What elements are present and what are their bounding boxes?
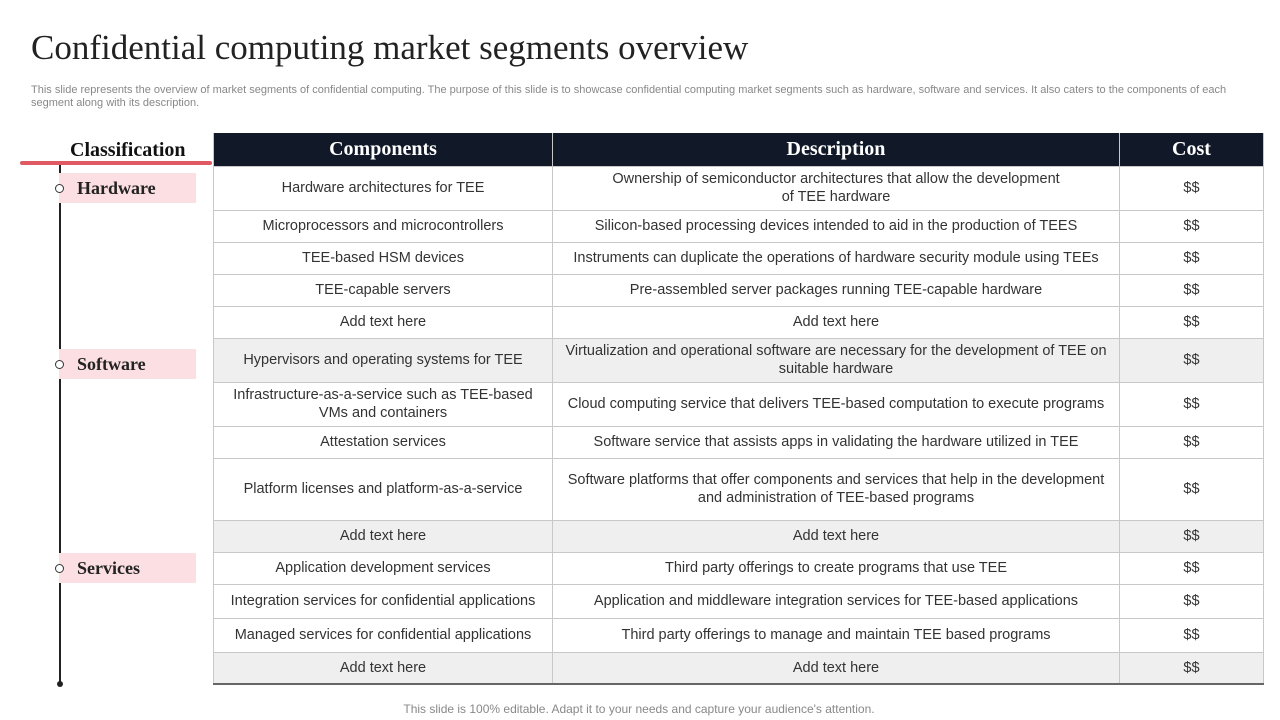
- description-cell: Add text here: [552, 651, 1120, 685]
- cost-cell: $$: [1119, 273, 1264, 307]
- timeline-line: [59, 165, 61, 684]
- component-cell: Microprocessors and microcontrollers: [213, 209, 553, 243]
- table-row: Add text here Add text here $$: [213, 305, 1264, 339]
- table-row: Infrastructure-as-a-service such as TEE-…: [213, 381, 1264, 427]
- table-row: Microprocessors and microcontrollers Sil…: [213, 209, 1264, 243]
- header-components: Components: [213, 133, 553, 167]
- timeline-end-dot: [57, 681, 63, 687]
- component-cell: Infrastructure-as-a-service such as TEE-…: [213, 381, 553, 427]
- table-row: TEE-capable servers Pre-assembled server…: [213, 273, 1264, 307]
- table-row: Add text here Add text here $$: [213, 519, 1264, 553]
- table-row: Hypervisors and operating systems for TE…: [213, 337, 1264, 383]
- description-cell: Cloud computing service that delivers TE…: [552, 381, 1120, 427]
- table-row: Integration services for confidential ap…: [213, 583, 1264, 619]
- component-cell: Add text here: [213, 305, 553, 339]
- cost-cell: $$: [1119, 651, 1264, 685]
- category-services: Services: [59, 553, 196, 583]
- cost-cell: $$: [1119, 457, 1264, 521]
- table-row: Add text here Add text here $$: [213, 651, 1264, 685]
- cost-cell: $$: [1119, 617, 1264, 653]
- footer-note: This slide is 100% editable. Adapt it to…: [403, 702, 875, 716]
- header-description: Description: [552, 133, 1120, 167]
- description-cell: Third party offerings to create programs…: [552, 551, 1120, 585]
- description-cell: Instruments can duplicate the operations…: [552, 241, 1120, 275]
- table-row: Managed services for confidential applic…: [213, 617, 1264, 653]
- description-cell: Software platforms that offer components…: [552, 457, 1120, 521]
- description-cell: Third party offerings to manage and main…: [552, 617, 1120, 653]
- table-header-row: Components Description Cost: [213, 133, 1264, 167]
- component-cell: Add text here: [213, 651, 553, 685]
- description-cell: Pre-assembled server packages running TE…: [552, 273, 1120, 307]
- cost-cell: $$: [1119, 337, 1264, 383]
- table-row: Hardware architectures for TEE Ownership…: [213, 165, 1264, 211]
- table-row: Attestation services Software service th…: [213, 425, 1264, 459]
- category-services-dot: [55, 564, 64, 573]
- description-cell: Application and middleware integration s…: [552, 583, 1120, 619]
- category-hardware: Hardware: [59, 173, 196, 203]
- component-cell: Application development services: [213, 551, 553, 585]
- category-software: Software: [59, 349, 196, 379]
- description-cell: Virtualization and operational software …: [552, 337, 1120, 383]
- cost-cell: $$: [1119, 583, 1264, 619]
- component-cell: TEE-based HSM devices: [213, 241, 553, 275]
- category-hardware-dot: [55, 184, 64, 193]
- component-cell: TEE-capable servers: [213, 273, 553, 307]
- cost-cell: $$: [1119, 305, 1264, 339]
- component-cell: Hardware architectures for TEE: [213, 165, 553, 211]
- slide-subtitle: This slide represents the overview of ma…: [31, 84, 1227, 109]
- category-software-dot: [55, 360, 64, 369]
- component-cell: Managed services for confidential applic…: [213, 617, 553, 653]
- component-cell: Attestation services: [213, 425, 553, 459]
- description-cell: Silicon-based processing devices intende…: [552, 209, 1120, 243]
- description-cell: Add text here: [552, 305, 1120, 339]
- cost-cell: $$: [1119, 241, 1264, 275]
- table-row: Application development services Third p…: [213, 551, 1264, 585]
- classification-underline: [20, 161, 212, 165]
- component-cell: Hypervisors and operating systems for TE…: [213, 337, 553, 383]
- cost-cell: $$: [1119, 519, 1264, 553]
- component-cell: Add text here: [213, 519, 553, 553]
- table-row: TEE-based HSM devices Instruments can du…: [213, 241, 1264, 275]
- cost-cell: $$: [1119, 381, 1264, 427]
- classification-header: Classification: [70, 139, 186, 161]
- description-cell: Software service that assists apps in va…: [552, 425, 1120, 459]
- cost-cell: $$: [1119, 209, 1264, 243]
- segments-table: Components Description Cost Hardware arc…: [213, 133, 1264, 685]
- cost-cell: $$: [1119, 551, 1264, 585]
- description-cell: Add text here: [552, 519, 1120, 553]
- cost-cell: $$: [1119, 165, 1264, 211]
- header-cost: Cost: [1119, 133, 1264, 167]
- table-row: Platform licenses and platform-as-a-serv…: [213, 457, 1264, 521]
- component-cell: Platform licenses and platform-as-a-serv…: [213, 457, 553, 521]
- cost-cell: $$: [1119, 425, 1264, 459]
- slide-title: Confidential computing market segments o…: [31, 28, 749, 67]
- description-cell: Ownership of semiconductor architectures…: [552, 165, 1120, 211]
- component-cell: Integration services for confidential ap…: [213, 583, 553, 619]
